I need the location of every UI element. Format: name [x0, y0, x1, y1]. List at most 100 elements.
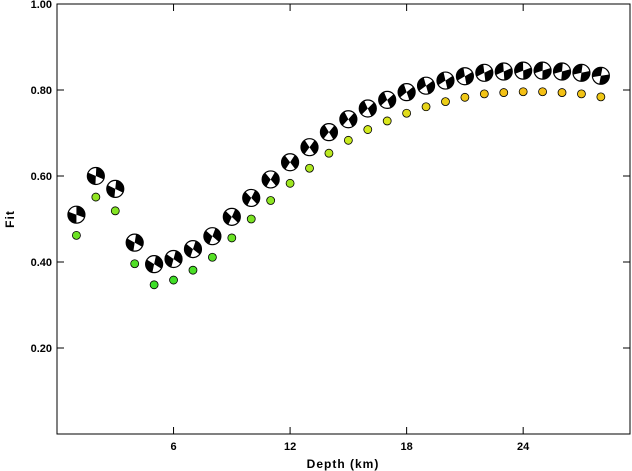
beachball-compression: [242, 189, 260, 207]
beachball-outline: [514, 61, 533, 80]
beachball-outline: [242, 188, 261, 208]
x-tick-label: 18: [401, 441, 413, 453]
beachball-outline: [280, 153, 300, 172]
beachball-dilatation: [553, 63, 571, 80]
beachball-compression: [320, 123, 338, 141]
beachball-outline: [455, 67, 474, 86]
beachball-outline: [203, 227, 222, 246]
beachball-outline: [145, 255, 164, 274]
x-axis: 6 12 18 24: [170, 4, 530, 453]
beachball-compression: [281, 153, 299, 171]
y-axis-label: Fit: [3, 210, 17, 228]
beachball-dilatation: [88, 167, 104, 185]
beachball-outline: [494, 62, 513, 81]
beachball-dilatation: [127, 234, 143, 252]
fit-dot: [343, 135, 353, 145]
fit-dot: [285, 178, 295, 188]
y-tick-label: 0.60: [31, 171, 52, 183]
focal-mechanism-marker: [222, 207, 241, 226]
beachball-outline: [339, 110, 358, 129]
beachball-outline: [261, 170, 280, 189]
focal-mechanism-marker: [455, 67, 474, 86]
fit-dot: [460, 92, 470, 102]
fit-dot: [130, 259, 140, 269]
beachball-dilatation: [592, 67, 610, 85]
fit-dot: [91, 192, 101, 202]
focal-mechanism-marker: [494, 62, 513, 81]
focal-mechanism-marker: [183, 240, 203, 259]
y-tick-label: 0.40: [31, 257, 52, 269]
fit-dot: [207, 252, 217, 262]
beachball-outline: [319, 123, 339, 142]
beachball-dilatation: [515, 62, 532, 80]
beachball-dilatation: [186, 240, 200, 258]
beachball-dilatation: [361, 99, 374, 117]
focal-mechanism-marker: [591, 66, 610, 85]
beachball-dilatation: [476, 64, 492, 82]
beachball-dilatation: [534, 62, 551, 80]
focal-mechanism-marker: [514, 61, 533, 80]
beachball-dilatation: [146, 255, 162, 273]
plot-frame: [56, 3, 631, 435]
beachball-outline: [125, 233, 144, 252]
focal-mechanism-marker: [533, 61, 552, 80]
beachball-dilatation: [166, 250, 181, 268]
fit-dot: [538, 87, 547, 97]
fit-dot: [188, 265, 198, 275]
beachball-dilatation: [419, 77, 433, 95]
beachball-dilatation: [457, 67, 473, 85]
fit-dot: [110, 206, 120, 216]
focal-mechanism-marker: [339, 110, 358, 129]
fit-dot: [227, 233, 237, 243]
fit-dot: [246, 214, 256, 224]
beachball-dilatation: [225, 208, 238, 226]
focal-mechanism-marker: [358, 99, 377, 118]
fit-dot: [382, 116, 392, 126]
fit-dot: [149, 280, 159, 290]
beachball-outline: [533, 61, 552, 80]
fit-dot: [324, 148, 334, 158]
focal-mechanism-series: [67, 61, 610, 274]
x-tick-label: 12: [284, 441, 296, 453]
focal-mechanism-marker: [378, 90, 397, 109]
focal-mechanism-marker: [416, 76, 436, 95]
focal-mechanism-marker: [67, 205, 86, 224]
focal-mechanism-marker: [397, 83, 416, 102]
beachball-dilatation: [304, 138, 315, 156]
fit-dot: [169, 275, 178, 285]
fit-dot: [499, 88, 509, 97]
x-tick-label: 6: [170, 441, 176, 453]
focal-mechanism-marker: [552, 62, 572, 81]
beachball-outline: [397, 83, 416, 102]
beachball-outline: [591, 66, 610, 85]
beachball-dilatation: [380, 91, 394, 109]
beachball-outline: [86, 166, 105, 186]
beachball-dilatation: [438, 72, 453, 90]
beachball-dilatation: [495, 63, 512, 81]
focal-mechanism-marker: [145, 255, 164, 274]
focal-mechanism-marker: [242, 188, 261, 208]
beachball-dilatation: [323, 123, 335, 141]
focal-mechanism-marker: [106, 179, 125, 198]
beachball-dilatation: [342, 110, 355, 128]
fit-dot: [402, 108, 412, 118]
focal-mechanism-marker: [572, 63, 591, 82]
focal-mechanism-marker: [125, 233, 144, 252]
beachball-outline: [475, 63, 494, 82]
focal-mechanism-marker: [436, 71, 455, 90]
y-tick-label: 1.00: [31, 0, 52, 11]
beachball-dilatation: [245, 189, 258, 207]
beachball-outline: [183, 240, 203, 259]
beachball-outline: [552, 62, 572, 81]
beachball-outline: [436, 71, 455, 90]
focal-mechanism-marker: [475, 63, 494, 82]
fit-dot: [305, 163, 314, 173]
beachball-compression: [339, 110, 357, 128]
beachball-dilatation: [68, 206, 85, 224]
x-tick-label: 24: [517, 441, 530, 453]
fit-dot: [577, 89, 586, 99]
y-axis: 0.20 0.40 0.60 0.80 1.00: [31, 0, 630, 355]
beachball-dilatation: [284, 153, 296, 171]
beachball-outline: [106, 179, 125, 198]
